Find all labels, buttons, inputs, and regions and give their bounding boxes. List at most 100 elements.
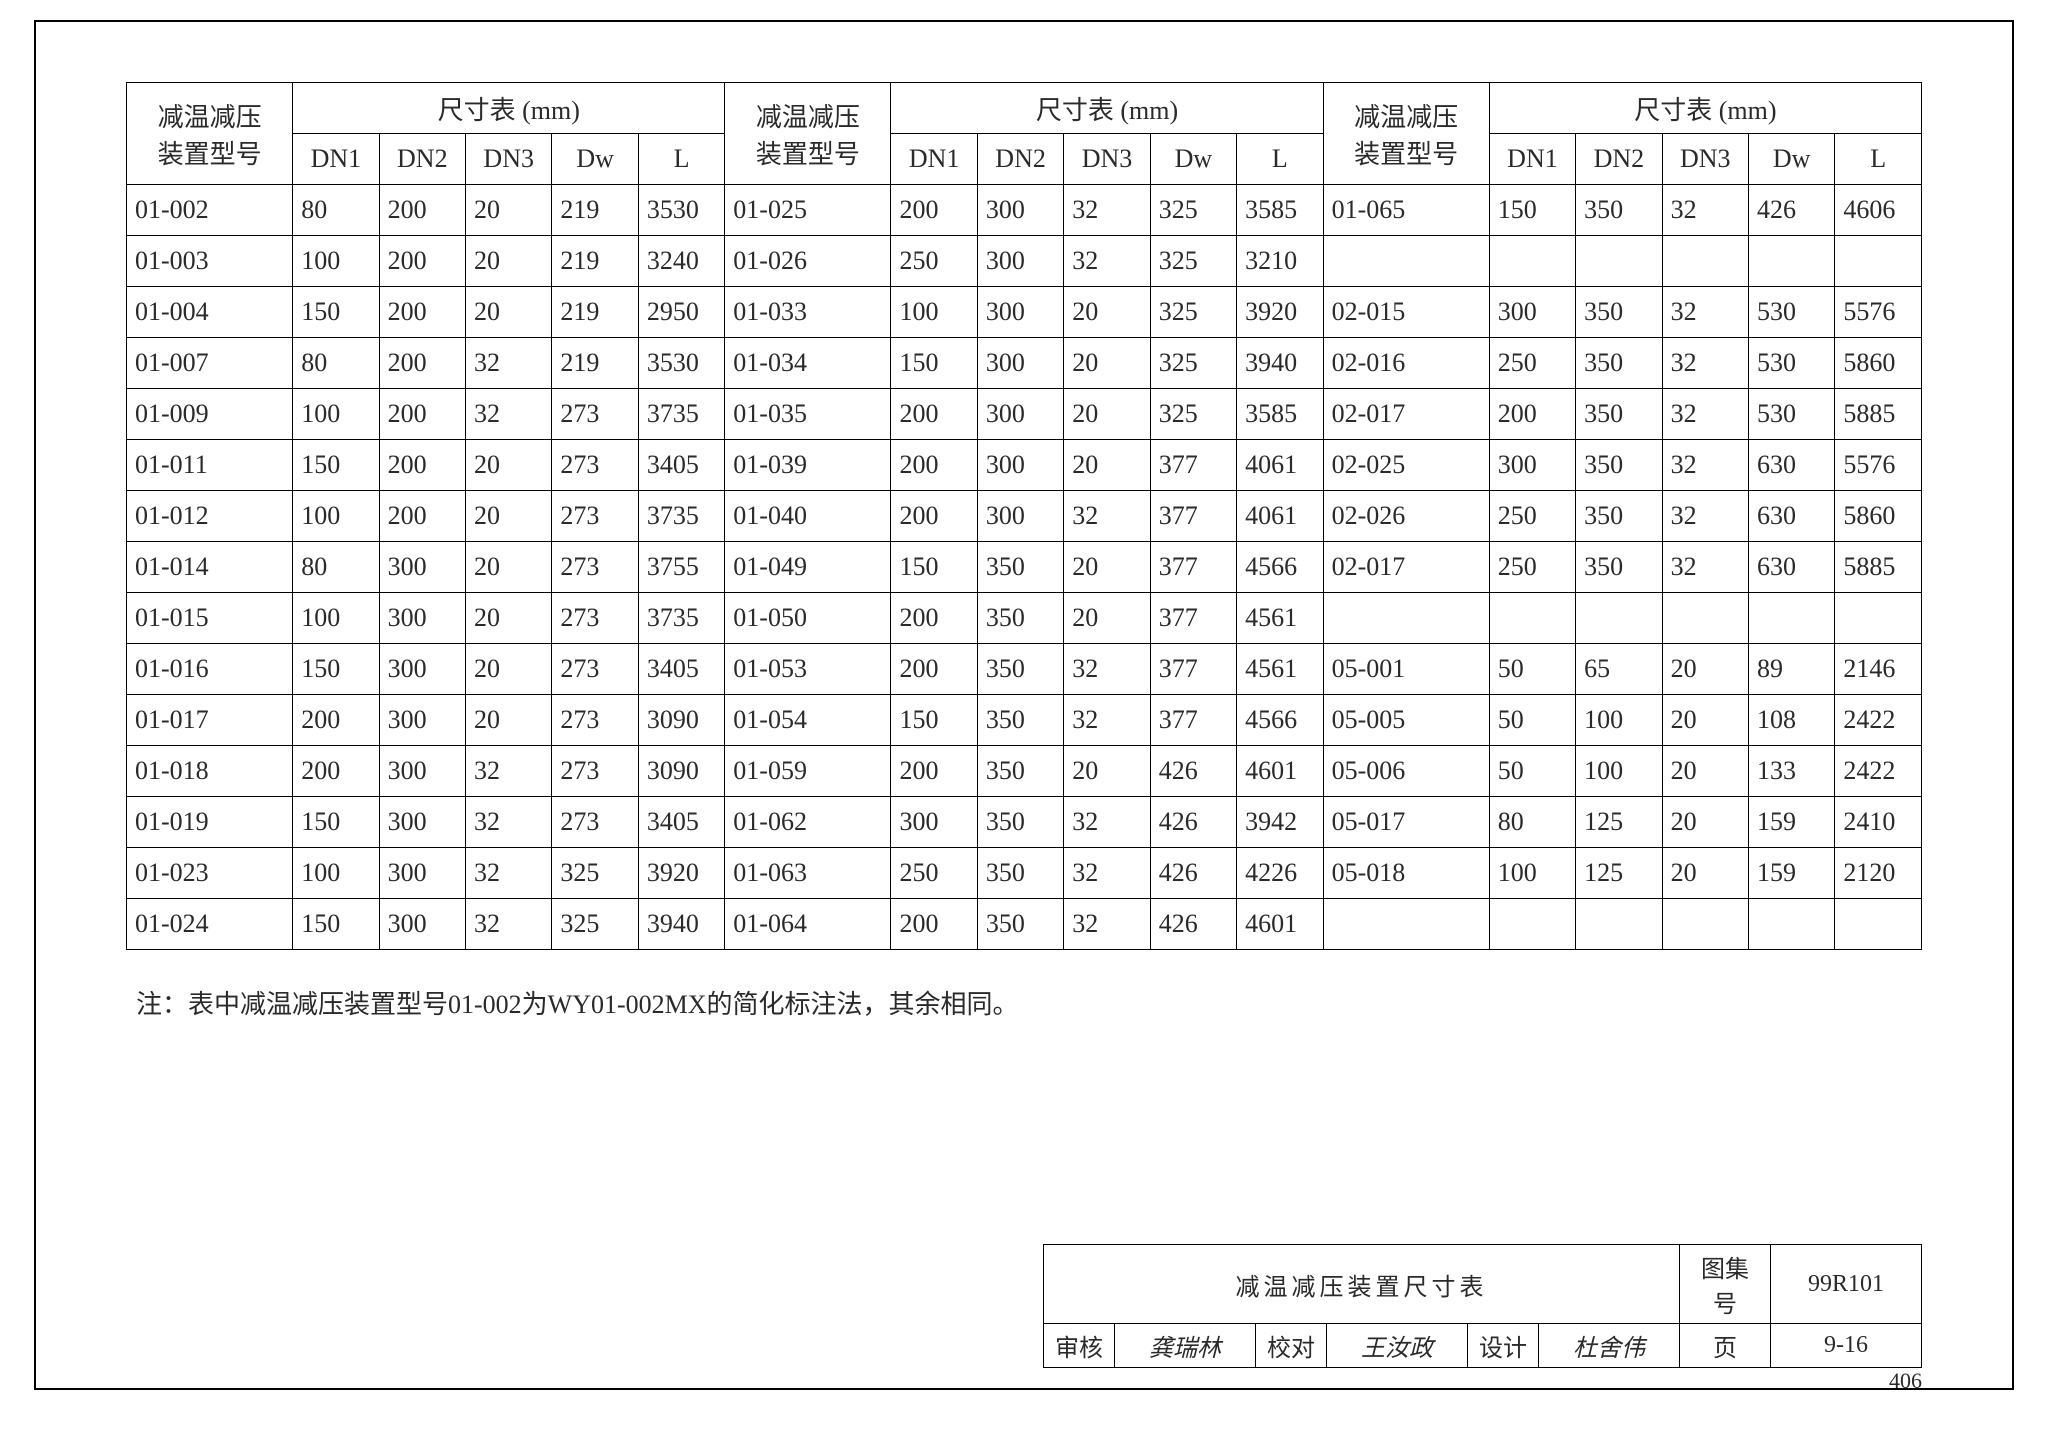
col-model: 减温减压 装置型号 <box>1323 83 1489 185</box>
cell-value: 630 <box>1748 542 1834 593</box>
page-number: 406 <box>1889 1368 1922 1394</box>
cell-value: 273 <box>552 491 638 542</box>
cell-value <box>1489 899 1575 950</box>
col-dw: Dw <box>1150 134 1236 185</box>
cell-model: 02-017 <box>1323 389 1489 440</box>
col-dn1: DN1 <box>293 134 379 185</box>
cell-value: 20 <box>1064 338 1150 389</box>
cell-model: 01-040 <box>725 491 891 542</box>
cell-value: 2422 <box>1835 695 1922 746</box>
col-dn3: DN3 <box>466 134 552 185</box>
cell-value: 100 <box>293 593 379 644</box>
cell-value: 200 <box>891 899 977 950</box>
cell-value: 219 <box>552 236 638 287</box>
table-row: 01-0078020032219353001-03415030020325394… <box>127 338 1922 389</box>
cell-value: 4566 <box>1237 695 1323 746</box>
cell-value: 4561 <box>1237 593 1323 644</box>
cell-value: 3942 <box>1237 797 1323 848</box>
cell-model: 01-023 <box>127 848 293 899</box>
cell-value: 250 <box>891 848 977 899</box>
cell-value <box>1576 236 1662 287</box>
cell-value: 32 <box>1064 695 1150 746</box>
cell-value: 3735 <box>638 389 724 440</box>
cell-value: 219 <box>552 185 638 236</box>
cell-value: 20 <box>466 542 552 593</box>
cell-value: 200 <box>891 593 977 644</box>
col-dn3: DN3 <box>1662 134 1748 185</box>
cell-value: 3920 <box>1237 287 1323 338</box>
cell-value: 5860 <box>1835 338 1922 389</box>
cell-value: 377 <box>1150 491 1236 542</box>
cell-model: 02-015 <box>1323 287 1489 338</box>
cell-value: 150 <box>1489 185 1575 236</box>
cell-model <box>1323 899 1489 950</box>
cell-value: 159 <box>1748 797 1834 848</box>
col-dn2: DN2 <box>977 134 1063 185</box>
cell-value: 159 <box>1748 848 1834 899</box>
cell-value: 20 <box>466 644 552 695</box>
col-dn1: DN1 <box>891 134 977 185</box>
cell-value: 426 <box>1150 746 1236 797</box>
cell-value: 3940 <box>638 899 724 950</box>
col-l: L <box>1237 134 1323 185</box>
cell-value: 273 <box>552 593 638 644</box>
cell-value: 20 <box>1662 695 1748 746</box>
cell-value: 32 <box>1064 491 1150 542</box>
cell-model: 02-026 <box>1323 491 1489 542</box>
table-row: 01-01720030020273309001-0541503503237745… <box>127 695 1922 746</box>
cell-model: 01-012 <box>127 491 293 542</box>
cell-value: 200 <box>379 440 465 491</box>
col-dim-group: 尺寸表 (mm) <box>1489 83 1921 134</box>
cell-value: 150 <box>891 695 977 746</box>
cell-value: 2410 <box>1835 797 1922 848</box>
cell-model <box>1323 593 1489 644</box>
cell-value: 350 <box>1576 491 1662 542</box>
cell-value <box>1835 899 1922 950</box>
table-row: 01-00910020032273373501-0352003002032535… <box>127 389 1922 440</box>
cell-value: 219 <box>552 287 638 338</box>
cell-value: 3735 <box>638 593 724 644</box>
cell-value: 2422 <box>1835 746 1922 797</box>
cell-value: 300 <box>977 287 1063 338</box>
cell-value: 350 <box>1576 287 1662 338</box>
cell-value: 80 <box>293 185 379 236</box>
cell-value: 150 <box>293 899 379 950</box>
cell-value: 300 <box>977 338 1063 389</box>
cell-value: 350 <box>1576 542 1662 593</box>
cell-value: 300 <box>1489 440 1575 491</box>
table-row: 01-01115020020273340501-0392003002037740… <box>127 440 1922 491</box>
fig-no-value: 99R101 <box>1771 1245 1922 1324</box>
cell-value: 2120 <box>1835 848 1922 899</box>
cell-model: 01-050 <box>725 593 891 644</box>
cell-value: 273 <box>552 644 638 695</box>
cell-value: 20 <box>1662 644 1748 695</box>
cell-value: 200 <box>379 389 465 440</box>
cell-value: 80 <box>293 338 379 389</box>
cell-value: 200 <box>379 236 465 287</box>
cell-value: 50 <box>1489 695 1575 746</box>
cell-value: 100 <box>1489 848 1575 899</box>
cell-value: 530 <box>1748 338 1834 389</box>
cell-model: 01-053 <box>725 644 891 695</box>
title-block: 减温减压装置尺寸表 图集号 99R101 审核 龚瑞林 校对 王汝政 设计 杜舍… <box>1043 1244 1922 1368</box>
cell-value: 3405 <box>638 797 724 848</box>
table-row: 01-02310030032325392001-0632503503242642… <box>127 848 1922 899</box>
cell-value: 32 <box>1064 185 1150 236</box>
cell-value: 350 <box>1576 389 1662 440</box>
cell-value <box>1489 236 1575 287</box>
col-dn2: DN2 <box>379 134 465 185</box>
cell-value: 32 <box>1662 338 1748 389</box>
review-sig: 龚瑞林 <box>1115 1324 1256 1368</box>
cell-value: 3755 <box>638 542 724 593</box>
cell-value: 325 <box>1150 389 1236 440</box>
cell-value: 200 <box>379 185 465 236</box>
cell-value: 325 <box>1150 185 1236 236</box>
cell-value: 150 <box>293 287 379 338</box>
col-l: L <box>638 134 724 185</box>
cell-value: 108 <box>1748 695 1834 746</box>
cell-value <box>1576 899 1662 950</box>
cell-value: 20 <box>1662 746 1748 797</box>
cell-value: 250 <box>1489 542 1575 593</box>
cell-value: 5885 <box>1835 542 1922 593</box>
cell-value: 4606 <box>1835 185 1922 236</box>
